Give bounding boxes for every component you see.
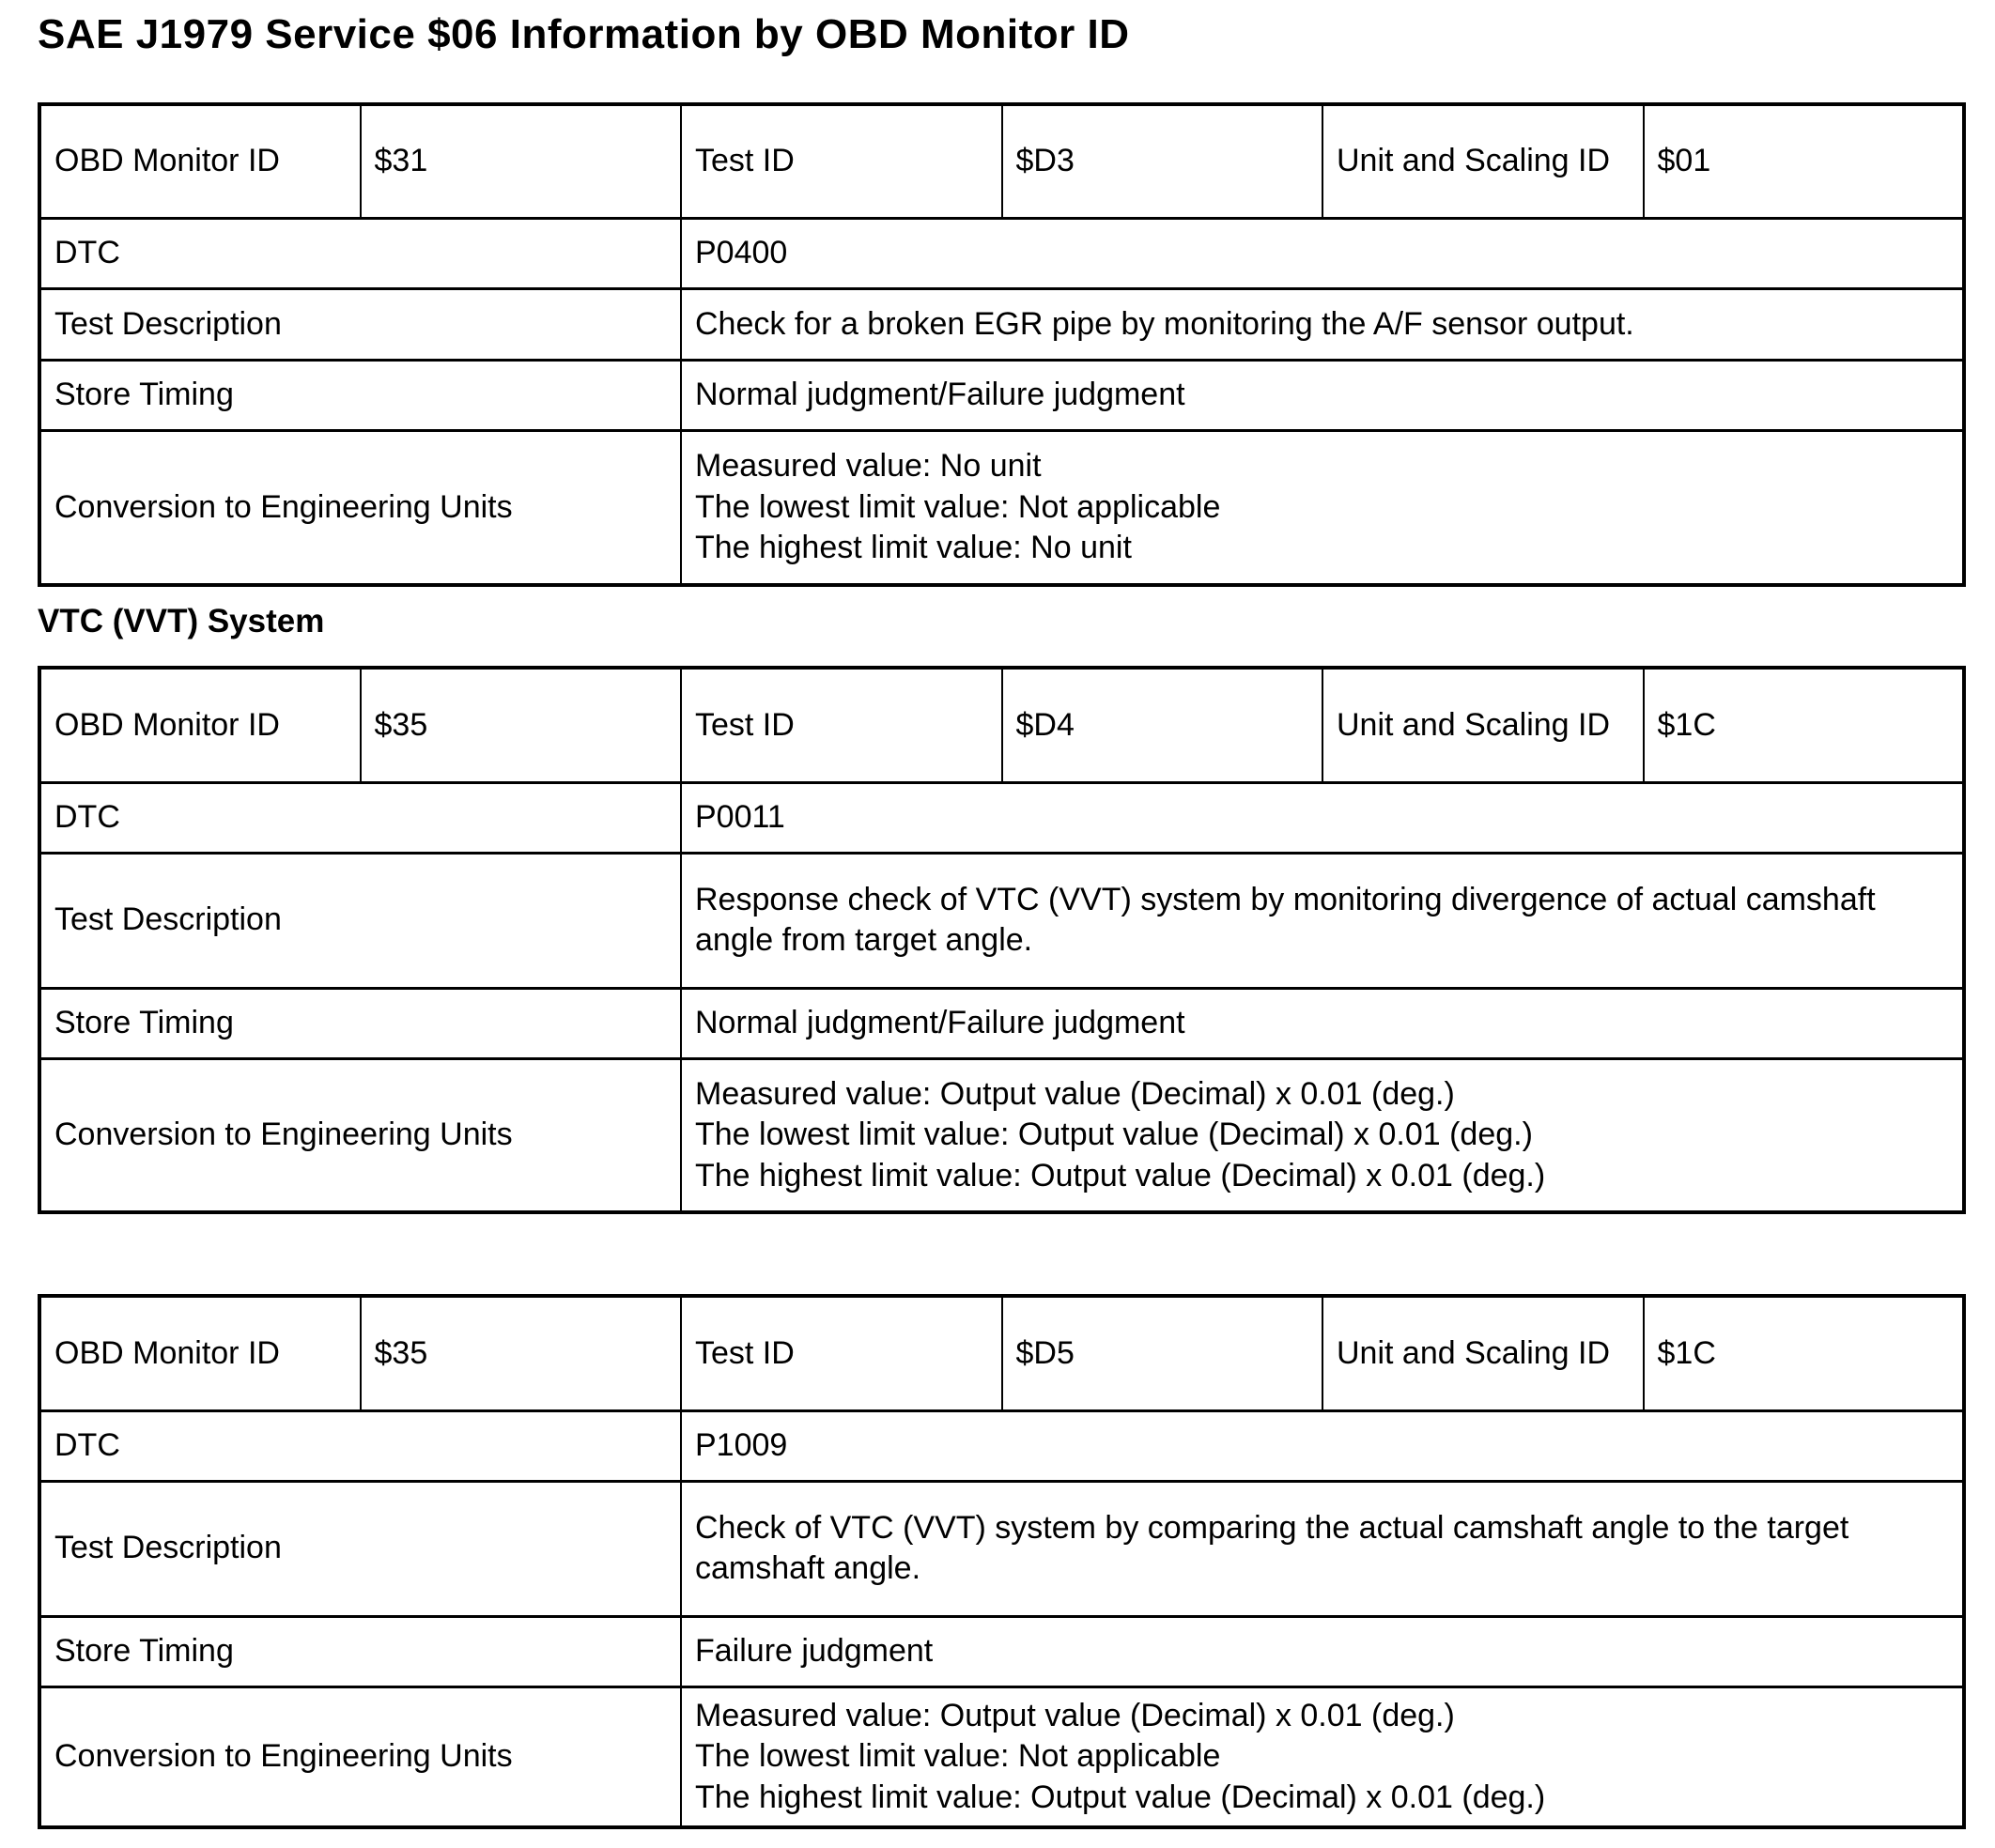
dtc-label: DTC bbox=[39, 780, 682, 855]
dtc-value: P0400 bbox=[680, 217, 1965, 291]
table-row: OBD Monitor ID $35 Test ID $D4 Unit and … bbox=[39, 666, 1965, 784]
unit-scaling-id-label: Unit and Scaling ID bbox=[1322, 666, 1645, 784]
test-description-label: Test Description bbox=[39, 851, 682, 990]
store-timing-label: Store Timing bbox=[39, 1614, 682, 1688]
store-timing-value: Normal judgment/Failure judgment bbox=[680, 359, 1965, 433]
test-id-label: Test ID bbox=[680, 1294, 1003, 1412]
obd-monitor-table-1: OBD Monitor ID $31 Test ID $D3 Unit and … bbox=[38, 101, 1966, 587]
obd-monitor-id-value: $35 bbox=[359, 1294, 682, 1412]
table-row: Test Description Check for a broken EGR … bbox=[39, 287, 1965, 362]
conversion-measured-value: Measured value: No unit bbox=[695, 448, 1042, 485]
table-row: DTC P1009 bbox=[39, 1409, 1965, 1483]
table-row: Store Timing Failure judgment bbox=[39, 1614, 1965, 1688]
test-id-value: $D3 bbox=[1000, 102, 1323, 221]
obd-monitor-table-2: OBD Monitor ID $35 Test ID $D4 Unit and … bbox=[38, 666, 1966, 1215]
unit-scaling-id-label: Unit and Scaling ID bbox=[1322, 1294, 1645, 1412]
conversion-value: Measured value: No unit The lowest limit… bbox=[680, 429, 1965, 587]
table-row: DTC P0011 bbox=[39, 780, 1965, 855]
conversion-lowest-limit: The lowest limit value: Not applicable bbox=[695, 1738, 1221, 1775]
test-id-value: $D5 bbox=[1000, 1294, 1323, 1412]
obd-monitor-id-label: OBD Monitor ID bbox=[39, 102, 362, 221]
conversion-measured-value: Measured value: Output value (Decimal) x… bbox=[695, 1075, 1455, 1112]
conversion-highest-limit: The highest limit value: Output value (D… bbox=[695, 1779, 1546, 1815]
table-row: OBD Monitor ID $31 Test ID $D3 Unit and … bbox=[39, 102, 1965, 221]
obd-monitor-id-value: $31 bbox=[359, 102, 682, 221]
store-timing-label: Store Timing bbox=[39, 359, 682, 433]
unit-scaling-id-value: $1C bbox=[1642, 666, 1965, 784]
obd-monitor-id-value: $35 bbox=[359, 666, 682, 784]
conversion-value: Measured value: Output value (Decimal) x… bbox=[680, 1056, 1965, 1214]
obd-monitor-id-label: OBD Monitor ID bbox=[39, 666, 362, 784]
table-row: Conversion to Engineering Units Measured… bbox=[39, 1685, 1965, 1829]
dtc-label: DTC bbox=[39, 217, 682, 291]
table-row: Store Timing Normal judgment/Failure jud… bbox=[39, 986, 1965, 1060]
conversion-label: Conversion to Engineering Units bbox=[39, 1685, 682, 1829]
conversion-highest-limit: The highest limit value: Output value (D… bbox=[695, 1157, 1546, 1194]
obd-monitor-table-3: OBD Monitor ID $35 Test ID $D5 Unit and … bbox=[38, 1294, 1966, 1830]
table-row: Test Description Response check of VTC (… bbox=[39, 851, 1965, 990]
conversion-measured-value: Measured value: Output value (Decimal) x… bbox=[695, 1697, 1455, 1733]
test-id-label: Test ID bbox=[680, 102, 1003, 221]
unit-scaling-id-label: Unit and Scaling ID bbox=[1322, 102, 1645, 221]
section-heading: VTC (VVT) System bbox=[38, 602, 325, 639]
unit-scaling-id-value: $1C bbox=[1642, 1294, 1965, 1412]
test-description-label: Test Description bbox=[39, 1479, 682, 1618]
test-description-label: Test Description bbox=[39, 287, 682, 362]
test-description-value: Check for a broken EGR pipe by monitorin… bbox=[680, 287, 1965, 362]
test-description-value: Check of VTC (VVT) system by comparing t… bbox=[680, 1479, 1965, 1618]
table-row: Store Timing Normal judgment/Failure jud… bbox=[39, 359, 1965, 433]
table-row: OBD Monitor ID $35 Test ID $D5 Unit and … bbox=[39, 1294, 1965, 1412]
test-description-value: Response check of VTC (VVT) system by mo… bbox=[680, 851, 1965, 990]
conversion-value: Measured value: Output value (Decimal) x… bbox=[680, 1685, 1965, 1829]
conversion-lowest-limit: The lowest limit value: Output value (De… bbox=[695, 1116, 1533, 1153]
test-id-label: Test ID bbox=[680, 666, 1003, 784]
store-timing-value: Failure judgment bbox=[680, 1614, 1965, 1688]
store-timing-label: Store Timing bbox=[39, 986, 682, 1060]
dtc-value: P1009 bbox=[680, 1409, 1965, 1483]
dtc-label: DTC bbox=[39, 1409, 682, 1483]
unit-scaling-id-value: $01 bbox=[1642, 102, 1965, 221]
dtc-value: P0011 bbox=[680, 780, 1965, 855]
conversion-label: Conversion to Engineering Units bbox=[39, 1056, 682, 1214]
table-row: Conversion to Engineering Units Measured… bbox=[39, 1056, 1965, 1214]
page-title: SAE J1979 Service $06 Information by OBD… bbox=[38, 11, 1130, 57]
table-row: DTC P0400 bbox=[39, 217, 1965, 291]
table-row: Conversion to Engineering Units Measured… bbox=[39, 429, 1965, 587]
store-timing-value: Normal judgment/Failure judgment bbox=[680, 986, 1965, 1060]
conversion-highest-limit: The highest limit value: No unit bbox=[695, 530, 1132, 566]
table-row: Test Description Check of VTC (VVT) syst… bbox=[39, 1479, 1965, 1618]
obd-monitor-id-label: OBD Monitor ID bbox=[39, 1294, 362, 1412]
conversion-lowest-limit: The lowest limit value: Not applicable bbox=[695, 488, 1221, 525]
conversion-label: Conversion to Engineering Units bbox=[39, 429, 682, 587]
test-id-value: $D4 bbox=[1000, 666, 1323, 784]
